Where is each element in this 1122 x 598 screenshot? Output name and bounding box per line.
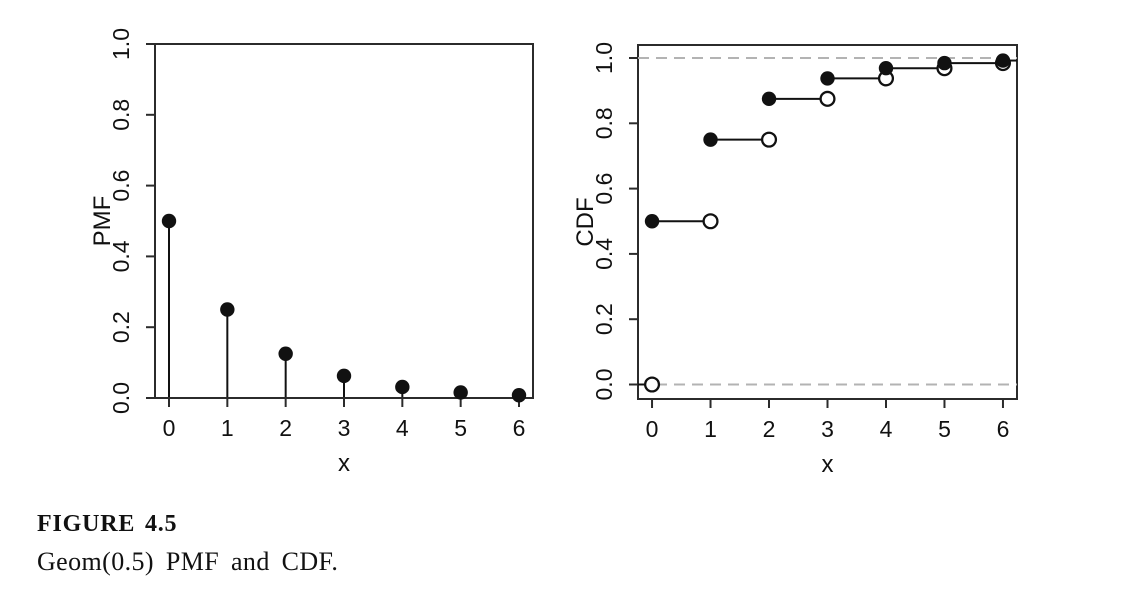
y-tick-label: 0.2 — [108, 311, 134, 343]
y-axis-label: CDF — [572, 197, 599, 246]
x-tick-label: 5 — [938, 416, 951, 442]
y-tick-label: 0.6 — [108, 170, 134, 202]
pmf-point — [511, 388, 527, 403]
figure-caption-label: FIGURE 4.5 — [37, 511, 178, 537]
x-tick-label: 0 — [163, 415, 176, 441]
x-tick-label: 4 — [880, 416, 893, 442]
x-tick-label: 2 — [763, 416, 776, 442]
cdf-point — [995, 53, 1011, 68]
pmf-plot: 0.0 0.2 0.4 0.6 0.8 1.0 0 1 2 3 4 5 6 x PMF — [89, 28, 534, 477]
pmf-point — [278, 346, 293, 361]
pmf-point — [453, 385, 468, 400]
x-tick-label: 1 — [704, 416, 717, 442]
x-tick-label: 0 — [646, 416, 659, 442]
cdf-point — [644, 214, 660, 229]
y-tick-label: 0.2 — [591, 303, 617, 335]
x-tick-label: 3 — [338, 415, 351, 441]
x-tick-label: 6 — [997, 416, 1010, 442]
x-tick-label: 3 — [821, 416, 834, 442]
figure-caption-text: Geom(0.5) PMF and CDF. — [37, 547, 339, 576]
y-tick-label: 0.0 — [108, 382, 134, 414]
y-tick-label: 1.0 — [591, 42, 617, 74]
cdf-open-point — [760, 131, 778, 148]
pmf-point — [220, 302, 235, 317]
pmf-point — [395, 379, 410, 395]
plot-box — [154, 43, 534, 399]
x-axis-label: x — [338, 450, 350, 477]
x-tick-label: 1 — [221, 415, 234, 441]
x-axis-label: x — [822, 451, 834, 478]
x-tick-label: 5 — [454, 415, 467, 441]
cdf-point — [878, 61, 894, 76]
cdf-point — [820, 71, 835, 86]
y-tick-label: 0.6 — [591, 173, 617, 205]
x-tick-label: 2 — [279, 415, 292, 441]
y-tick-label: 0.4 — [108, 240, 134, 272]
x-tick-label: 4 — [396, 415, 409, 441]
y-tick-label: 0.0 — [591, 369, 617, 401]
y-tick-label: 0.8 — [108, 99, 134, 131]
y-tick-label: 0.4 — [591, 238, 617, 270]
pmf-point — [336, 368, 352, 384]
cdf-point — [761, 91, 777, 107]
y-tick-label: 0.8 — [591, 107, 617, 139]
x-tick-label: 6 — [513, 415, 526, 441]
cdf-plot: 0.0 0.2 0.4 0.6 0.8 1.0 0 1 2 3 4 5 6 x CDF — [572, 42, 1018, 478]
cdf-open-point — [819, 90, 836, 107]
y-tick-label: 1.0 — [108, 28, 134, 60]
cdf-open-point — [702, 213, 719, 230]
cdf-point — [937, 55, 952, 71]
pmf-point — [161, 213, 177, 229]
cdf-open-point — [643, 376, 661, 393]
y-axis-label: PMF — [89, 196, 116, 247]
cdf-point — [703, 132, 718, 147]
